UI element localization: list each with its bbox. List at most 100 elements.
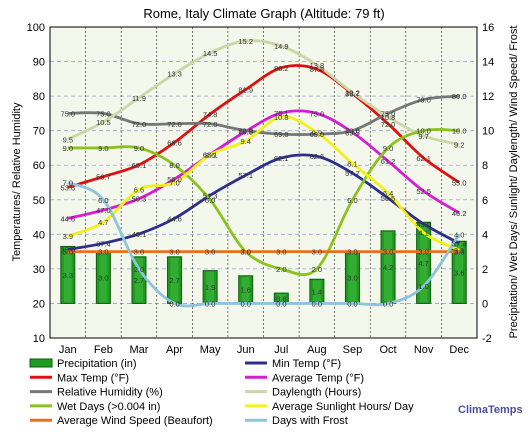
data-label-average-wind-speed-beaufort: 3.0	[98, 248, 108, 257]
x-tick-label: Jan	[59, 344, 77, 356]
data-label-relative-humidity: 72.0	[203, 120, 218, 129]
data-label-relative-humidity: 72.0	[167, 120, 182, 129]
line-days-with-frost	[67, 181, 461, 308]
data-label-days-with-frost: 0.0	[312, 299, 322, 308]
data-label-max-temp-f: 66.6	[167, 138, 182, 147]
data-label-average-sunlight-hours-day: 7.0	[169, 179, 179, 188]
data-label-average-temp-f: 52.5	[416, 187, 431, 196]
bar-precipitation-highlight	[206, 271, 215, 303]
bar-precipitation-highlight	[312, 280, 321, 303]
x-tick-label: Mar	[129, 344, 148, 356]
data-label-daylength-hours: 13.3	[167, 70, 182, 79]
data-label-average-temp-f: 69.8	[238, 127, 253, 136]
data-label-precipitation-in: 4.7	[418, 259, 428, 268]
data-label-average-temp-f: 46.2	[452, 209, 467, 218]
y-tick-right: -2	[482, 333, 492, 345]
data-label-average-wind-speed-beaufort: 3.0	[205, 248, 215, 257]
y-tick-left: 60	[33, 160, 45, 172]
data-label-average-wind-speed-beaufort: 3.0	[63, 248, 73, 257]
data-label-average-temp-f: 56.0	[167, 175, 182, 184]
plot-background	[50, 27, 477, 338]
y-tick-right: 4	[482, 229, 488, 241]
data-label-daylength-hours: 9.2	[454, 140, 464, 149]
y-tick-right: 12	[482, 91, 494, 103]
y-tick-left: 20	[33, 298, 45, 310]
data-label-days-with-frost: 2.0	[134, 265, 144, 274]
data-label-min-temp-f: 40.1	[132, 230, 147, 239]
data-label-days-with-frost: 0.0	[240, 299, 250, 308]
x-tick-label: Jul	[274, 344, 288, 356]
line-relative-humidity	[67, 94, 460, 136]
y-tick-left: 30	[33, 264, 45, 276]
bar-precipitation-highlight	[455, 242, 464, 303]
data-label-daylength-hours: 10.5	[96, 118, 111, 127]
line-average-temp-f	[67, 109, 460, 220]
legend-label-precipitation-in: Precipitation (in)	[57, 358, 136, 370]
data-label-min-temp-f: 51.3	[203, 191, 218, 200]
data-label-min-temp-f: 43.0	[416, 220, 431, 229]
legend-label-average-temp-f: Average Temp (°F)	[272, 372, 364, 384]
y-tick-right: 6	[482, 195, 488, 207]
data-label-precipitation-in: 3.6	[454, 268, 464, 277]
data-label-average-wind-speed-beaufort: 3.0	[312, 248, 322, 257]
line-min-temp-f	[67, 153, 460, 251]
data-label-relative-humidity: 80.0	[452, 92, 467, 101]
data-label-wet-days-0-004-in: 9.0	[98, 144, 108, 153]
bar-precipitation	[60, 245, 76, 304]
data-label-precipitation-in: 1.6	[240, 286, 250, 295]
data-label-average-sunlight-hours-day: 9.9	[312, 128, 322, 137]
bar-precipitation-highlight	[170, 257, 179, 303]
legend-label-average-sunlight-hours-day: Average Sunlight Hours/ Day	[272, 401, 414, 413]
line-daylength-hours	[67, 39, 460, 146]
legend: Precipitation (in) Min Temp (°F) Max Temp …	[29, 358, 414, 427]
x-tick-label: May	[200, 344, 221, 356]
data-label-average-temp-f: 44.6	[60, 214, 75, 223]
data-label-average-temp-f: 50.3	[132, 195, 147, 204]
bar-precipitation-highlight	[384, 231, 393, 303]
data-label-wet-days-0-004-in: 2.0	[276, 265, 286, 274]
x-tick-label: Feb	[94, 344, 113, 356]
data-label-average-sunlight-hours-day: 8.1	[347, 159, 357, 168]
x-tick-label: Nov	[414, 344, 434, 356]
data-label-days-with-frost: 7.0	[63, 179, 73, 188]
data-label-wet-days-0-004-in: 10.0	[416, 127, 431, 136]
data-label-relative-humidity: 69.0	[310, 130, 325, 139]
data-label-min-temp-f: 37.4	[96, 239, 111, 248]
y-tick-right: 2	[482, 264, 488, 276]
data-label-wet-days-0-004-in: 6.0	[347, 196, 357, 205]
data-label-max-temp-f: 87.8	[310, 65, 325, 74]
data-label-average-sunlight-hours-day: 3.9	[63, 232, 73, 241]
x-tick-label: Dec	[449, 344, 469, 356]
data-label-average-sunlight-hours-day: 4.7	[98, 218, 108, 227]
data-label-max-temp-f: 74.8	[203, 110, 218, 119]
data-label-precipitation-in: 0.6	[276, 294, 286, 303]
line-average-sunlight-hours-day	[67, 115, 460, 252]
data-label-wet-days-0-004-in: 9.0	[134, 144, 144, 153]
plot-area	[50, 27, 477, 338]
data-label-average-sunlight-hours-day: 6.6	[134, 185, 144, 194]
data-label-precipitation-in: 2.7	[169, 276, 179, 285]
data-label-max-temp-f: 72.0	[381, 120, 396, 129]
bar-precipitation-highlight	[419, 223, 428, 303]
x-tick-label: Aug	[307, 344, 327, 356]
data-label-relative-humidity: 75.0	[96, 109, 111, 118]
data-label-daylength-hours: 9.5	[63, 135, 73, 144]
data-label-days-with-frost: 0.0	[205, 299, 215, 308]
data-label-wet-days-0-004-in: 8.0	[169, 161, 179, 170]
legend-swatch-precipitation-in	[29, 358, 53, 368]
data-label-average-sunlight-hours-day: 8.6	[205, 151, 215, 160]
y-axis-left-title: Temperatures/ Relative Humidity	[11, 102, 23, 261]
data-label-average-sunlight-hours-day: 4.1	[418, 229, 428, 238]
data-label-wet-days-0-004-in: 9.0	[383, 144, 393, 153]
data-label-days-with-frost: 0.0	[276, 299, 286, 308]
data-label-relative-humidity: 69.0	[274, 130, 289, 139]
x-tick-label: Apr	[166, 344, 183, 356]
data-label-precipitation-in: 3.3	[63, 271, 73, 280]
bar-precipitation-highlight	[63, 247, 72, 303]
y-tick-right: 16	[482, 22, 494, 34]
data-label-wet-days-0-004-in: 6.0	[205, 196, 215, 205]
data-label-average-temp-f: 69.5	[345, 128, 360, 137]
data-label-daylength-hours: 13.8	[310, 61, 325, 70]
data-label-average-wind-speed-beaufort: 3.0	[347, 248, 357, 257]
legend-label-days-with-frost: Days with Frost	[272, 415, 348, 427]
